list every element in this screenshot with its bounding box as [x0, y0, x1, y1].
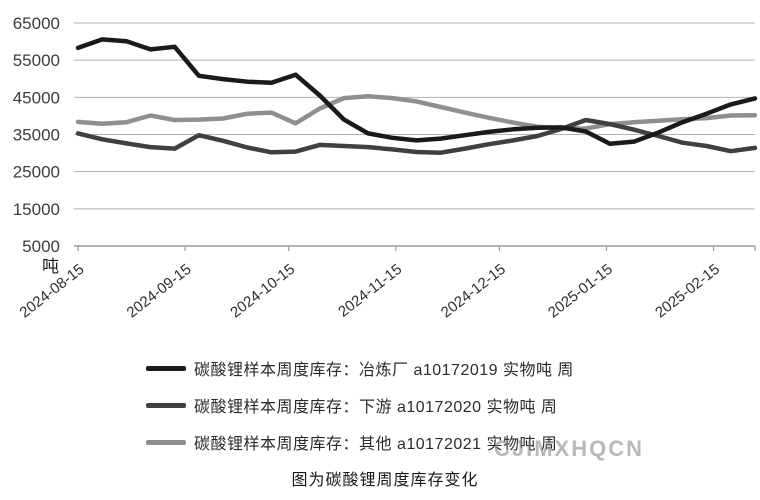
series-line-0: [75, 37, 758, 147]
legend-line-swatch-other: [146, 439, 186, 445]
y-tick-label: 55000: [13, 51, 60, 70]
legend-item-smelter: 碳酸锂样本周度库存：冶炼厂 a10172019 实物吨 周: [146, 356, 574, 380]
y-tick-label: 35000: [13, 126, 60, 145]
legend-label-other: 碳酸锂样本周度库存：其他 a10172021 实物吨 周: [194, 436, 558, 453]
y-axis-labels: 65000 55000 45000 35000 25000 15000 5000: [13, 14, 60, 256]
legend-line-swatch-smelter: [146, 365, 186, 371]
x-tick-label: 2024-10-15: [227, 261, 298, 322]
legend-item-downstream: 碳酸锂样本周度库存：下游 a10172020 实物吨 周: [146, 393, 574, 417]
legend-label-smelter: 碳酸锂样本周度库存：冶炼厂 a10172019 实物吨 周: [194, 362, 574, 379]
x-tick-label: 2025-02-15: [652, 261, 723, 322]
y-tick-label: 65000: [13, 14, 60, 33]
legend-item-other: 碳酸锂样本周度库存：其他 a10172021 实物吨 周: [146, 430, 574, 454]
series-line-2: [75, 93, 758, 131]
legend-label-downstream: 碳酸锂样本周度库存：下游 a10172020 实物吨 周: [194, 399, 558, 416]
x-tick-label: 2024-11-15: [335, 261, 405, 321]
x-tick-label: 2024-12-15: [438, 261, 509, 322]
legend-line-swatch-downstream: [146, 402, 186, 408]
y-axis-unit-label: 吨: [42, 257, 59, 276]
y-tick-label: 45000: [13, 88, 60, 107]
x-tick-label: 2024-09-15: [124, 261, 195, 322]
series-line-1: [75, 117, 758, 155]
legend: 碳酸锂样本周度库存：冶炼厂 a10172019 实物吨 周 碳酸锂样本周度库存：…: [146, 356, 574, 467]
x-axis-labels: 2024-08-15 2024-09-15 2024-10-15 2024-11-15…: [17, 246, 756, 322]
x-tick-label: 2025-01-15: [545, 261, 616, 322]
y-tick-label: 15000: [13, 200, 60, 219]
y-tick-label: 25000: [13, 163, 60, 182]
y-tick-label: 5000: [22, 237, 60, 256]
chart-caption: 图为碳酸锂周度库存变化: [291, 472, 479, 489]
